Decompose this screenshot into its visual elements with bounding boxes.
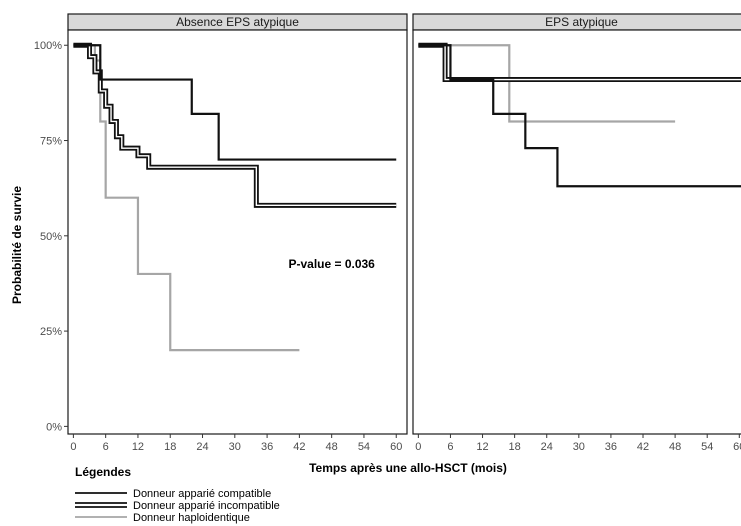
x-tick-label: 0 [415,441,421,453]
legend-label: Donneur apparié compatible [133,488,271,500]
x-tick-label: 42 [637,441,649,453]
x-tick-label: 24 [196,441,208,453]
x-tick-label: 18 [164,441,176,453]
panel-series [73,42,397,352]
y-axis-title: Probabilité de survie [10,186,24,304]
x-tick-label: 30 [573,441,585,453]
x-tick-label: 30 [229,441,241,453]
x-tick-label: 12 [132,441,144,453]
y-tick-label: 50% [40,231,62,243]
panel-1: Absence EPS atypique 0 6 12 18 24 30 36 42 48 54 60… [34,13,408,453]
series-line-inner [73,44,397,207]
x-tick-label: 12 [476,441,488,453]
panel-title: Absence EPS atypique [176,15,299,29]
x-tick-label: 48 [669,441,681,453]
series-line [418,44,741,188]
p-value-annotation: P-value = 0.036 [288,257,375,271]
legend-label: Donneur haploidentique [133,512,250,524]
panel-border [412,29,741,435]
panel-2: EPS atypique 0 6 12 18 24 30 36 42 48 54 60 [412,13,741,453]
x-tick-label: 24 [541,441,553,453]
y-tick-label: 25% [40,326,62,338]
x-tick-label: 54 [358,441,370,453]
series-line [73,44,397,161]
panel-border [67,29,408,435]
x-tick-label: 6 [447,441,453,453]
x-tick-label: 48 [326,441,338,453]
x-axis-title: Temps après une allo-HSCT (mois) [309,461,507,475]
y-tick-label: 100% [34,40,62,52]
x-tick-label: 6 [103,441,109,453]
x-tick-label: 42 [293,441,305,453]
x-tick-label: 36 [605,441,617,453]
x-tick-label: 18 [509,441,521,453]
series-line [418,44,676,123]
y-tick-label: 0% [46,421,62,433]
panel-title: EPS atypique [545,15,618,29]
x-tick-label: 54 [701,441,713,453]
x-tick-label: 60 [390,441,402,453]
x-tick-label: 60 [733,441,741,453]
legend-label: Donneur apparié incompatible [133,500,280,512]
panel-series [418,42,741,188]
legend: Légendes Donneur apparié compatibleDonne… [75,465,280,524]
x-tick-label: 0 [70,441,76,453]
x-tick-label: 36 [261,441,273,453]
y-tick-label: 75% [40,136,62,148]
legend-title: Légendes [75,465,131,479]
